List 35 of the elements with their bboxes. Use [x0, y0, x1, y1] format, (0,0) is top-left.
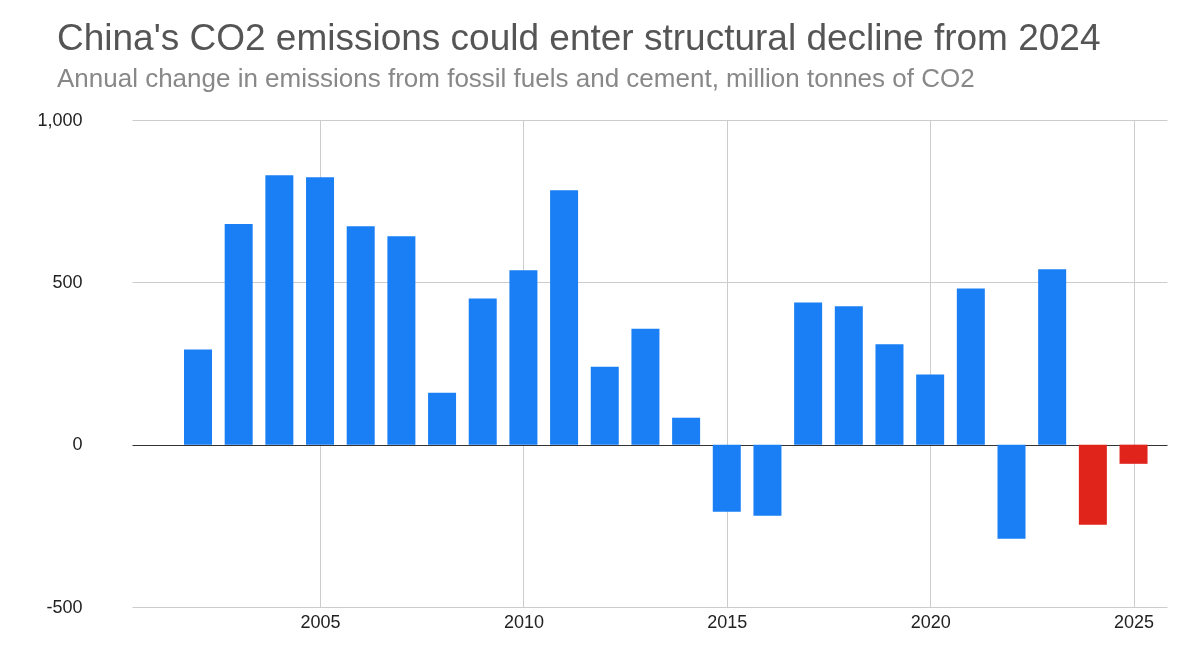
bar	[916, 374, 945, 445]
bar	[590, 366, 619, 445]
chart-subtitle: Annual change in emissions from fossil fuels and cement, million tonnes of CO2	[56, 63, 975, 93]
bar	[265, 175, 294, 445]
bar	[672, 417, 701, 445]
bar	[997, 444, 1026, 539]
bar	[1119, 444, 1148, 464]
x-tick-label: 2025	[1114, 611, 1155, 632]
bar	[1038, 269, 1067, 445]
bar	[631, 328, 660, 445]
bar	[834, 306, 863, 445]
bar	[387, 236, 416, 445]
bar	[956, 288, 985, 445]
bar	[875, 344, 904, 445]
y-tick-label: 0	[72, 434, 83, 455]
x-tick-label: 2020	[910, 611, 951, 632]
bar	[794, 302, 823, 445]
bar	[428, 392, 457, 445]
bar	[753, 444, 782, 516]
y-tick-label: 500	[52, 271, 83, 292]
bar	[712, 444, 741, 512]
chart-title: China's CO2 emissions could enter structural decline from 2024	[56, 17, 1101, 58]
bar	[306, 177, 335, 445]
bar	[224, 223, 253, 445]
bar	[1078, 444, 1107, 525]
y-tick-label: -500	[46, 596, 83, 617]
bar	[550, 190, 579, 445]
bar	[346, 226, 375, 445]
bar	[468, 298, 497, 445]
x-tick-label: 2005	[300, 611, 341, 632]
x-tick-label: 2015	[707, 611, 748, 632]
bar	[509, 270, 538, 445]
x-tick-label: 2010	[503, 611, 544, 632]
y-tick-label: 1,000	[37, 109, 83, 130]
bar	[184, 349, 213, 445]
